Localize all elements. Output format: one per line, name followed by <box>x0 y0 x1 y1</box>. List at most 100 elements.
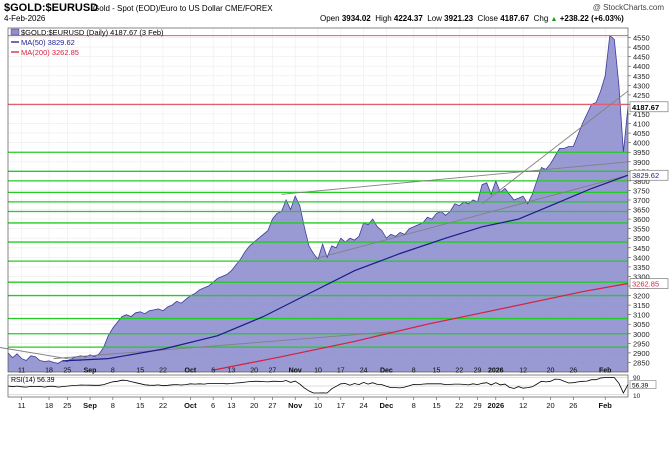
symbol-description: Gold - Spot (EOD)/Euro to US Dollar CME/… <box>93 4 273 13</box>
ma50-line <box>62 174 629 362</box>
date-tick-label-upper: Nov <box>289 368 302 375</box>
rsi-legend-label: RSI(14) 56.39 <box>11 377 55 384</box>
price-tick-label: 3500 <box>633 234 650 243</box>
price-tick-label: 3300 <box>633 272 650 281</box>
rsi-value-tag: 56.39 <box>632 383 649 390</box>
date-tick-label: 17 <box>337 401 345 410</box>
date-tick-label-upper: 29 <box>474 368 482 375</box>
chg-up-arrow-icon: ▲ <box>550 16 558 23</box>
chart-date: 4-Feb-2026 <box>4 14 46 23</box>
ohlc-readout: Open 3934.02 High 4224.37 Low 3921.23 Cl… <box>320 14 624 23</box>
date-tick-label-upper: 20 <box>250 368 258 375</box>
date-tick-label: 20 <box>546 401 554 410</box>
price-tick-label: 4250 <box>633 91 650 100</box>
date-tick-label-upper: 15 <box>136 368 144 375</box>
rsi-line <box>7 377 629 394</box>
date-tick-label: Nov <box>288 401 303 410</box>
price-tick-label: 3900 <box>633 158 650 167</box>
date-tick-label: 26 <box>569 401 577 410</box>
price-tick-label: 3750 <box>633 186 650 195</box>
date-tick-label-upper: 25 <box>63 368 71 375</box>
price-tick-label: 3150 <box>633 301 650 310</box>
close-value: 4187.67 <box>500 14 530 23</box>
ma200-price-tag-box <box>629 278 669 289</box>
ma50-price-tag: 3829.62 <box>632 171 659 180</box>
price-area-line <box>7 34 629 364</box>
date-tick-label-upper: 24 <box>360 368 368 375</box>
date-tick-label: 20 <box>250 401 258 410</box>
ma200-legend-label: MA(200) 3262.85 <box>21 48 79 57</box>
ma200-line <box>212 282 629 371</box>
date-tick-label: Dec <box>379 401 393 410</box>
current-price-tag-box <box>629 101 669 113</box>
price-tick-label: 3450 <box>633 244 650 253</box>
price-tick-label: 4050 <box>633 129 650 138</box>
date-tick-label: 29 <box>473 401 481 410</box>
rsi-level-label: 10 <box>633 393 641 400</box>
date-tick-label-upper: 13 <box>227 368 235 375</box>
price-tick-label: 3650 <box>633 206 650 215</box>
price-tick-label: 2950 <box>633 339 650 348</box>
date-tick-label-upper: 6 <box>211 368 215 375</box>
date-tick-label: 15 <box>432 401 440 410</box>
price-legend-label: $GOLD:$EURUSD (Daily) 4187.67 (3 Feb) <box>21 28 164 37</box>
date-axis: 11 11 18 18 25 25 Sep Sep 8 8 15 15 22 22 Oct Oct 6 6 13 13… <box>18 368 613 411</box>
chart-legend: $GOLD:$EURUSD (Daily) 4187.67 (3 Feb)MA(… <box>10 28 164 57</box>
trendline <box>281 161 629 195</box>
ma200-price-tag: 3262.85 <box>632 280 659 289</box>
price-tick-label: 4300 <box>633 81 650 90</box>
price-tick-label: 3000 <box>633 330 650 339</box>
date-tick-label-upper: 15 <box>433 368 441 375</box>
price-tick-label: 3950 <box>633 148 650 157</box>
price-tick-label: 3350 <box>633 263 650 272</box>
date-tick-label: 2026 <box>487 401 504 410</box>
ma50-legend-label: MA(50) 3829.62 <box>21 38 75 47</box>
date-tick-label: 18 <box>45 401 53 410</box>
date-tick-label-upper: 22 <box>159 368 167 375</box>
price-tick-label: 4000 <box>633 139 650 148</box>
date-tick-label: 25 <box>63 401 71 410</box>
price-tick-label: 3600 <box>633 215 650 224</box>
date-tick-label-upper: Oct <box>185 368 197 375</box>
chart-header: $GOLD:$EURUSD Gold - Spot (EOD)/Euro to … <box>0 0 670 26</box>
price-tick-label: 3200 <box>633 292 650 301</box>
chg-value: +238.22 (+6.03%) <box>559 14 624 23</box>
ma50-price-tag-box <box>629 169 669 181</box>
date-tick-label-upper: 8 <box>111 368 115 375</box>
date-tick-label-upper: 26 <box>569 368 577 375</box>
trendline <box>0 347 82 362</box>
price-tick-label: 3700 <box>633 196 650 205</box>
date-tick-label-upper: 20 <box>547 368 555 375</box>
date-tick-label: Oct <box>184 401 197 410</box>
date-tick-label: 11 <box>18 401 26 410</box>
date-tick-label-upper: 2026 <box>488 368 504 375</box>
price-tick-label: 4450 <box>633 53 650 62</box>
price-tick-label: 3550 <box>633 225 650 234</box>
symbol-title: $GOLD:$EURUSD <box>4 2 99 14</box>
date-tick-label: Feb <box>599 401 613 410</box>
close-label: Close <box>477 14 498 23</box>
date-tick-label: 12 <box>519 401 527 410</box>
rsi-level-label: 90 <box>633 375 641 382</box>
date-tick-label: 10 <box>314 401 322 410</box>
price-tick-label: 4550 <box>633 34 650 43</box>
date-tick-label-upper: 11 <box>18 368 25 375</box>
date-tick-label: 24 <box>359 401 367 410</box>
date-tick-label: Sep <box>83 401 97 410</box>
price-legend-swatch <box>10 28 20 36</box>
current-price-tag: 4187.67 <box>632 103 659 112</box>
price-tick-label: 3400 <box>633 253 650 262</box>
high-value: 4224.37 <box>393 14 423 23</box>
date-tick-label: 27 <box>268 401 276 410</box>
rsi-value-box <box>629 380 657 389</box>
date-tick-label-upper: 22 <box>455 368 463 375</box>
trendline <box>481 90 629 205</box>
date-tick-label: 6 <box>211 401 215 410</box>
price-tick-label: 4400 <box>633 62 650 71</box>
price-tick-label: 2900 <box>633 349 650 358</box>
trendline <box>53 331 391 360</box>
date-tick-label: 22 <box>455 401 463 410</box>
low-value: 3921.23 <box>444 14 474 23</box>
